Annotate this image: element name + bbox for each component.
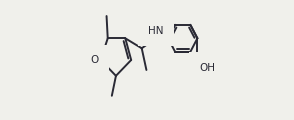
Text: HN: HN (148, 26, 163, 36)
Text: O: O (91, 55, 99, 65)
Text: OH: OH (199, 63, 215, 73)
